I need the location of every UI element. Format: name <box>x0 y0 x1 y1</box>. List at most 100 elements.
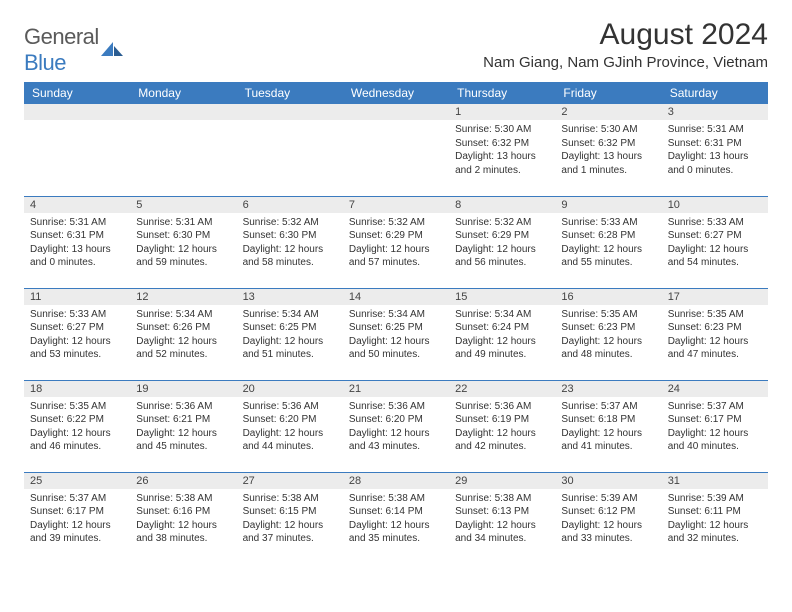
day-details: Sunrise: 5:32 AMSunset: 6:30 PMDaylight:… <box>237 213 343 272</box>
day-details: Sunrise: 5:37 AMSunset: 6:17 PMDaylight:… <box>662 397 768 456</box>
calendar-day-cell: 7Sunrise: 5:32 AMSunset: 6:29 PMDaylight… <box>343 196 449 288</box>
day-number <box>237 104 343 120</box>
day-number: 26 <box>130 473 236 489</box>
day-details: Sunrise: 5:31 AMSunset: 6:31 PMDaylight:… <box>662 120 768 179</box>
month-title: August 2024 <box>483 18 768 52</box>
day-number: 18 <box>24 381 130 397</box>
day-number: 10 <box>662 197 768 213</box>
day-number: 1 <box>449 104 555 120</box>
day-details: Sunrise: 5:33 AMSunset: 6:27 PMDaylight:… <box>662 213 768 272</box>
calendar-week-row: 18Sunrise: 5:35 AMSunset: 6:22 PMDayligh… <box>24 380 768 472</box>
title-block: August 2024 Nam Giang, Nam GJinh Provinc… <box>483 18 768 71</box>
logo-word1: General <box>24 24 99 49</box>
logo-text: General Blue <box>24 24 99 76</box>
day-details: Sunrise: 5:34 AMSunset: 6:24 PMDaylight:… <box>449 305 555 364</box>
calendar-day-cell: 4Sunrise: 5:31 AMSunset: 6:31 PMDaylight… <box>24 196 130 288</box>
logo: General Blue <box>24 18 123 76</box>
day-number: 13 <box>237 289 343 305</box>
day-number <box>343 104 449 120</box>
day-number: 31 <box>662 473 768 489</box>
day-details: Sunrise: 5:38 AMSunset: 6:13 PMDaylight:… <box>449 489 555 548</box>
calendar-day-cell: 22Sunrise: 5:36 AMSunset: 6:19 PMDayligh… <box>449 380 555 472</box>
day-number <box>24 104 130 120</box>
calendar-day-cell: 1Sunrise: 5:30 AMSunset: 6:32 PMDaylight… <box>449 104 555 196</box>
day-number: 23 <box>555 381 661 397</box>
day-number: 15 <box>449 289 555 305</box>
day-number: 14 <box>343 289 449 305</box>
calendar-day-cell: 19Sunrise: 5:36 AMSunset: 6:21 PMDayligh… <box>130 380 236 472</box>
calendar-day-cell: 13Sunrise: 5:34 AMSunset: 6:25 PMDayligh… <box>237 288 343 380</box>
day-details: Sunrise: 5:38 AMSunset: 6:14 PMDaylight:… <box>343 489 449 548</box>
day-details: Sunrise: 5:30 AMSunset: 6:32 PMDaylight:… <box>449 120 555 179</box>
calendar-day-cell: 28Sunrise: 5:38 AMSunset: 6:14 PMDayligh… <box>343 472 449 564</box>
day-details: Sunrise: 5:36 AMSunset: 6:20 PMDaylight:… <box>237 397 343 456</box>
day-details: Sunrise: 5:39 AMSunset: 6:11 PMDaylight:… <box>662 489 768 548</box>
day-number: 29 <box>449 473 555 489</box>
day-number: 6 <box>237 197 343 213</box>
weekday-header: Thursday <box>449 82 555 104</box>
calendar-day-cell: 23Sunrise: 5:37 AMSunset: 6:18 PMDayligh… <box>555 380 661 472</box>
day-number: 11 <box>24 289 130 305</box>
calendar-day-cell: 24Sunrise: 5:37 AMSunset: 6:17 PMDayligh… <box>662 380 768 472</box>
day-details: Sunrise: 5:36 AMSunset: 6:21 PMDaylight:… <box>130 397 236 456</box>
day-number: 19 <box>130 381 236 397</box>
calendar-day-cell: 17Sunrise: 5:35 AMSunset: 6:23 PMDayligh… <box>662 288 768 380</box>
day-details: Sunrise: 5:38 AMSunset: 6:15 PMDaylight:… <box>237 489 343 548</box>
calendar-day-cell: 30Sunrise: 5:39 AMSunset: 6:12 PMDayligh… <box>555 472 661 564</box>
day-details: Sunrise: 5:36 AMSunset: 6:20 PMDaylight:… <box>343 397 449 456</box>
calendar-day-cell: 27Sunrise: 5:38 AMSunset: 6:15 PMDayligh… <box>237 472 343 564</box>
day-details: Sunrise: 5:31 AMSunset: 6:31 PMDaylight:… <box>24 213 130 272</box>
calendar-day-cell <box>130 104 236 196</box>
day-details: Sunrise: 5:32 AMSunset: 6:29 PMDaylight:… <box>343 213 449 272</box>
day-details: Sunrise: 5:37 AMSunset: 6:18 PMDaylight:… <box>555 397 661 456</box>
day-details: Sunrise: 5:34 AMSunset: 6:25 PMDaylight:… <box>343 305 449 364</box>
calendar-day-cell: 21Sunrise: 5:36 AMSunset: 6:20 PMDayligh… <box>343 380 449 472</box>
calendar-day-cell <box>237 104 343 196</box>
calendar-week-row: 25Sunrise: 5:37 AMSunset: 6:17 PMDayligh… <box>24 472 768 564</box>
calendar-week-row: 11Sunrise: 5:33 AMSunset: 6:27 PMDayligh… <box>24 288 768 380</box>
day-details: Sunrise: 5:37 AMSunset: 6:17 PMDaylight:… <box>24 489 130 548</box>
calendar-day-cell: 15Sunrise: 5:34 AMSunset: 6:24 PMDayligh… <box>449 288 555 380</box>
day-details: Sunrise: 5:33 AMSunset: 6:28 PMDaylight:… <box>555 213 661 272</box>
calendar-day-cell: 2Sunrise: 5:30 AMSunset: 6:32 PMDaylight… <box>555 104 661 196</box>
day-number: 24 <box>662 381 768 397</box>
header: General Blue August 2024 Nam Giang, Nam … <box>24 18 768 76</box>
calendar-day-cell: 11Sunrise: 5:33 AMSunset: 6:27 PMDayligh… <box>24 288 130 380</box>
day-number: 20 <box>237 381 343 397</box>
day-number: 4 <box>24 197 130 213</box>
weekday-header: Friday <box>555 82 661 104</box>
calendar-day-cell: 3Sunrise: 5:31 AMSunset: 6:31 PMDaylight… <box>662 104 768 196</box>
day-details: Sunrise: 5:30 AMSunset: 6:32 PMDaylight:… <box>555 120 661 179</box>
calendar-day-cell: 26Sunrise: 5:38 AMSunset: 6:16 PMDayligh… <box>130 472 236 564</box>
weekday-header: Monday <box>130 82 236 104</box>
calendar-day-cell: 14Sunrise: 5:34 AMSunset: 6:25 PMDayligh… <box>343 288 449 380</box>
day-details: Sunrise: 5:38 AMSunset: 6:16 PMDaylight:… <box>130 489 236 548</box>
calendar-day-cell <box>24 104 130 196</box>
calendar-day-cell: 10Sunrise: 5:33 AMSunset: 6:27 PMDayligh… <box>662 196 768 288</box>
day-number: 8 <box>449 197 555 213</box>
weekday-header: Tuesday <box>237 82 343 104</box>
calendar-table: Sunday Monday Tuesday Wednesday Thursday… <box>24 82 768 564</box>
day-number: 7 <box>343 197 449 213</box>
day-number: 25 <box>24 473 130 489</box>
day-number: 9 <box>555 197 661 213</box>
day-details: Sunrise: 5:34 AMSunset: 6:26 PMDaylight:… <box>130 305 236 364</box>
day-details: Sunrise: 5:32 AMSunset: 6:29 PMDaylight:… <box>449 213 555 272</box>
day-number <box>130 104 236 120</box>
day-details: Sunrise: 5:31 AMSunset: 6:30 PMDaylight:… <box>130 213 236 272</box>
calendar-day-cell: 8Sunrise: 5:32 AMSunset: 6:29 PMDaylight… <box>449 196 555 288</box>
day-number: 21 <box>343 381 449 397</box>
calendar-day-cell <box>343 104 449 196</box>
day-number: 17 <box>662 289 768 305</box>
day-number: 3 <box>662 104 768 120</box>
calendar-day-cell: 25Sunrise: 5:37 AMSunset: 6:17 PMDayligh… <box>24 472 130 564</box>
day-details: Sunrise: 5:36 AMSunset: 6:19 PMDaylight:… <box>449 397 555 456</box>
day-number: 16 <box>555 289 661 305</box>
calendar-day-cell: 5Sunrise: 5:31 AMSunset: 6:30 PMDaylight… <box>130 196 236 288</box>
calendar-day-cell: 29Sunrise: 5:38 AMSunset: 6:13 PMDayligh… <box>449 472 555 564</box>
calendar-day-cell: 16Sunrise: 5:35 AMSunset: 6:23 PMDayligh… <box>555 288 661 380</box>
day-number: 2 <box>555 104 661 120</box>
weekday-header: Saturday <box>662 82 768 104</box>
day-number: 30 <box>555 473 661 489</box>
calendar-week-row: 4Sunrise: 5:31 AMSunset: 6:31 PMDaylight… <box>24 196 768 288</box>
